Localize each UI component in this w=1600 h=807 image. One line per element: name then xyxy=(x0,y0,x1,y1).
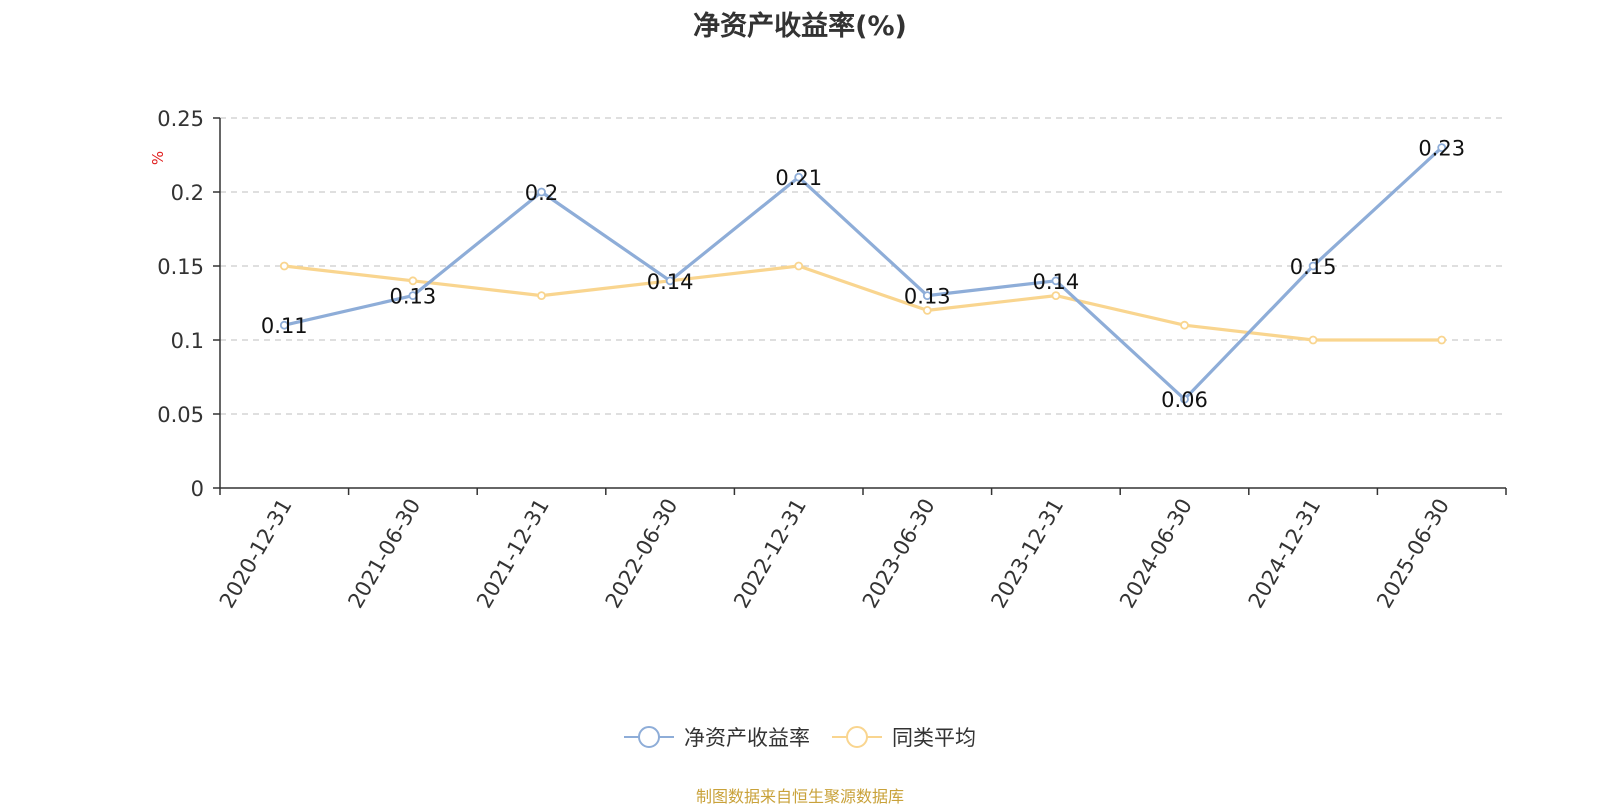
data-point xyxy=(794,261,804,271)
x-tick-label: 2020-12-31 xyxy=(215,495,297,613)
data-point xyxy=(1308,335,1318,345)
y-tick-label: 0 xyxy=(191,477,204,501)
y-axis-label: % xyxy=(149,151,167,165)
x-tick-label: 2022-06-30 xyxy=(601,495,683,613)
data-point xyxy=(537,187,546,197)
data-point xyxy=(279,320,289,330)
chart-legend: 净资产收益率 同类平均 xyxy=(0,722,1600,752)
y-tick-label: 0.2 xyxy=(171,181,204,205)
data-point xyxy=(1051,291,1061,301)
x-tick-label: 2024-12-31 xyxy=(1244,495,1326,613)
legend-avg-label: 同类平均 xyxy=(892,726,976,750)
x-tick-label: 2024-06-30 xyxy=(1115,495,1197,613)
data-label: 0.13 xyxy=(390,285,437,309)
y-tick-label: 0.1 xyxy=(171,329,204,353)
data-label: 0.06 xyxy=(1161,388,1208,412)
x-tick-label: 2023-12-31 xyxy=(986,495,1068,613)
series-line-roe xyxy=(283,146,1443,401)
series-line-avg xyxy=(284,264,1442,342)
data-label: 0.21 xyxy=(775,166,822,190)
data-point xyxy=(922,305,932,315)
legend-item-roe[interactable]: 净资产收益率 xyxy=(624,722,810,752)
x-tick-label: 2023-06-30 xyxy=(858,495,940,613)
legend-avg-icon xyxy=(832,726,882,748)
data-point xyxy=(1308,261,1318,271)
x-tick-label: 2021-12-31 xyxy=(472,495,554,613)
data-label: 0.2 xyxy=(525,181,558,205)
data-point xyxy=(537,291,546,301)
data-point xyxy=(279,261,289,271)
y-tick-label: 0.15 xyxy=(157,255,204,279)
data-point xyxy=(1437,335,1447,345)
data-label: 0.13 xyxy=(904,285,951,309)
data-label: 0.15 xyxy=(1290,255,1337,279)
data-point xyxy=(408,276,418,286)
data-point xyxy=(922,291,932,301)
legend-roe-icon xyxy=(624,726,674,748)
y-tick-label: 0.05 xyxy=(157,403,204,427)
data-label: 0.23 xyxy=(1418,137,1465,161)
x-tick-label: 2021-06-30 xyxy=(343,495,425,613)
data-label: 0.14 xyxy=(1033,270,1080,294)
data-point xyxy=(794,172,804,182)
legend-roe-label: 净资产收益率 xyxy=(684,726,810,750)
source-note: 制图数据来自恒生聚源数据库 xyxy=(695,787,904,806)
data-label: 0.11 xyxy=(261,314,308,338)
data-point xyxy=(1180,394,1189,404)
chart-title: 净资产收益率(%) xyxy=(693,11,907,42)
y-tick-label: 0.25 xyxy=(157,107,204,131)
data-point xyxy=(408,291,418,301)
legend-item-avg[interactable]: 同类平均 xyxy=(832,722,976,752)
data-point xyxy=(1180,320,1189,330)
data-label: 0.14 xyxy=(647,270,694,294)
data-point xyxy=(665,276,675,286)
x-tick-label: 2022-12-31 xyxy=(729,495,811,613)
x-tick-label: 2025-06-30 xyxy=(1372,495,1454,613)
data-point xyxy=(1437,143,1447,153)
data-point xyxy=(1051,276,1061,286)
